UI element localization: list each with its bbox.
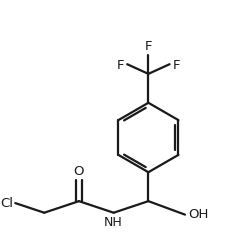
Text: O: O	[74, 165, 84, 178]
Text: F: F	[117, 59, 124, 72]
Text: F: F	[145, 40, 152, 53]
Text: F: F	[173, 59, 180, 72]
Text: Cl: Cl	[0, 197, 13, 210]
Text: NH: NH	[103, 216, 122, 229]
Text: OH: OH	[188, 208, 208, 221]
